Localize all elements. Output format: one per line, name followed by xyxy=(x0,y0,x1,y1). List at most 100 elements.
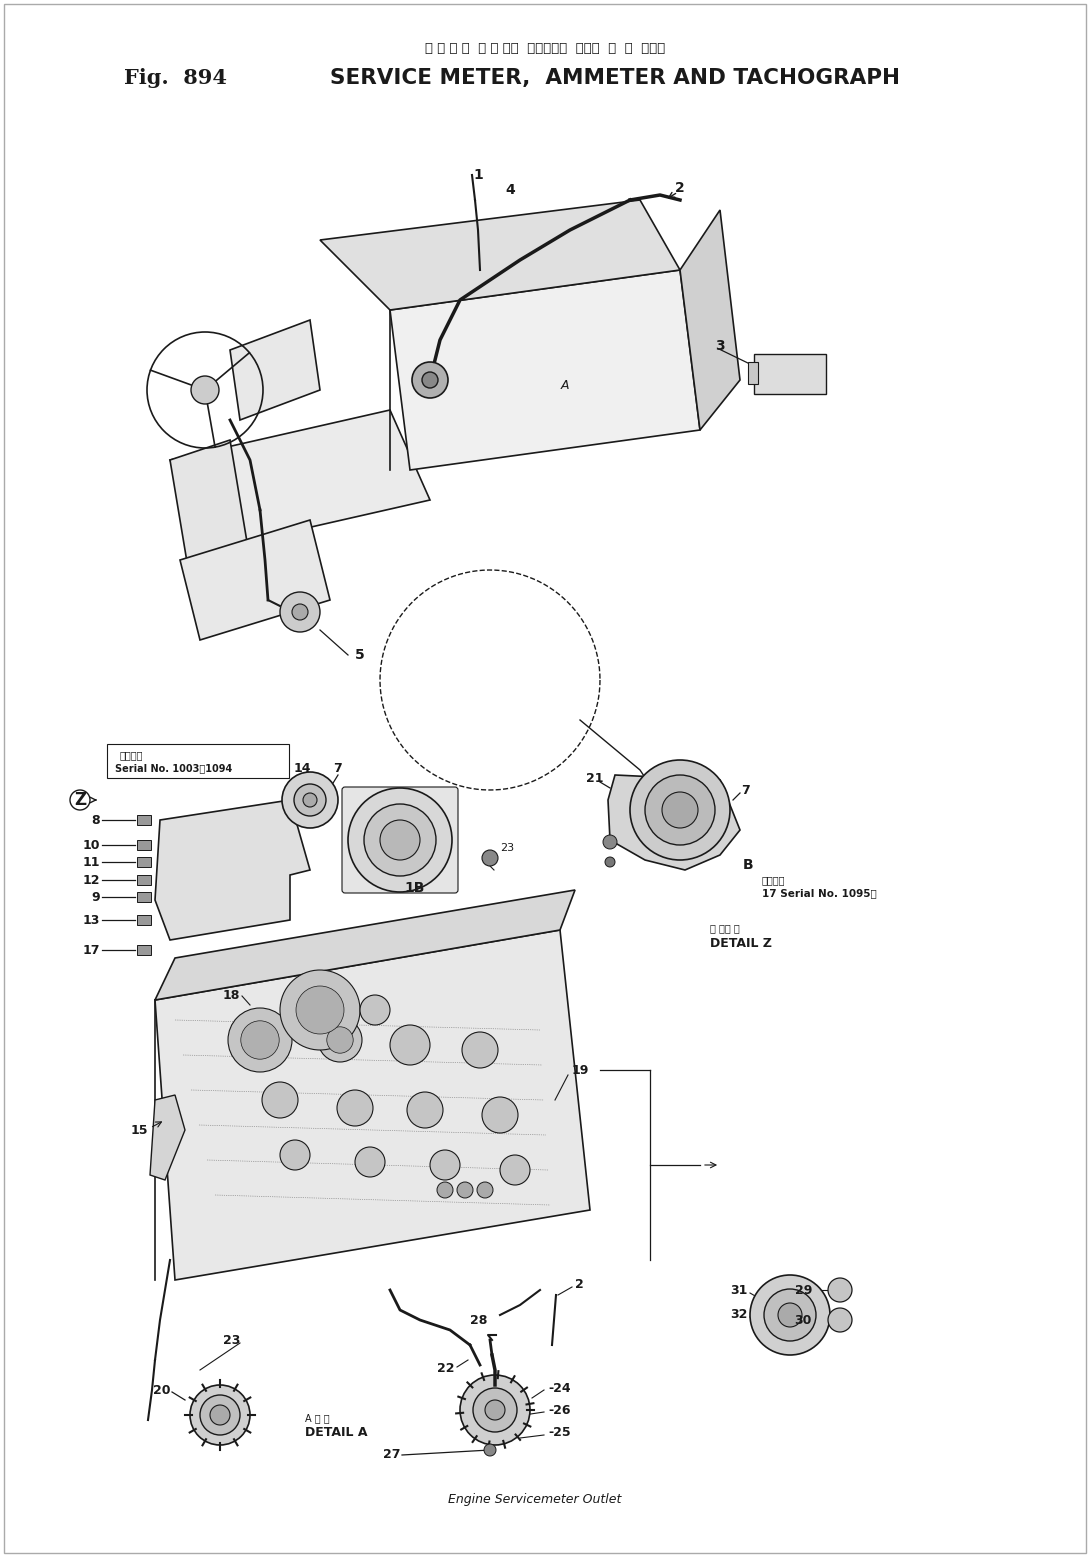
Circle shape xyxy=(630,760,730,859)
Circle shape xyxy=(292,604,308,620)
Circle shape xyxy=(407,1091,443,1127)
Circle shape xyxy=(422,372,438,388)
Circle shape xyxy=(228,1007,292,1073)
Circle shape xyxy=(360,995,390,1025)
FancyBboxPatch shape xyxy=(137,916,152,925)
Text: 9: 9 xyxy=(92,891,100,903)
Text: 7: 7 xyxy=(334,761,342,774)
Polygon shape xyxy=(150,1095,185,1180)
Circle shape xyxy=(296,986,344,1034)
Circle shape xyxy=(462,1032,498,1068)
FancyBboxPatch shape xyxy=(137,875,152,884)
Text: ズ テル ズ: ズ テル ズ xyxy=(710,923,740,933)
Circle shape xyxy=(190,1386,250,1445)
Polygon shape xyxy=(170,441,250,581)
Polygon shape xyxy=(680,210,740,430)
Polygon shape xyxy=(155,800,310,940)
Text: B: B xyxy=(742,858,753,872)
Circle shape xyxy=(662,793,698,828)
Circle shape xyxy=(482,850,498,866)
Polygon shape xyxy=(180,520,330,640)
FancyBboxPatch shape xyxy=(342,786,458,894)
Circle shape xyxy=(199,1395,240,1436)
Circle shape xyxy=(473,1387,517,1432)
Text: 27: 27 xyxy=(383,1448,400,1462)
FancyBboxPatch shape xyxy=(137,856,152,867)
Text: DETAIL A: DETAIL A xyxy=(305,1426,367,1439)
Text: 11: 11 xyxy=(83,855,100,869)
Circle shape xyxy=(262,1082,298,1118)
Circle shape xyxy=(364,803,436,877)
Circle shape xyxy=(603,835,617,849)
Circle shape xyxy=(484,1443,496,1456)
Text: 2: 2 xyxy=(675,181,685,195)
Circle shape xyxy=(294,785,326,816)
Circle shape xyxy=(337,1090,373,1126)
FancyBboxPatch shape xyxy=(748,361,758,385)
Text: 23: 23 xyxy=(500,842,514,853)
Text: Engine Servicemeter Outlet: Engine Servicemeter Outlet xyxy=(448,1493,621,1507)
Polygon shape xyxy=(155,930,590,1280)
Circle shape xyxy=(750,1275,829,1355)
Text: 20: 20 xyxy=(153,1384,170,1397)
Text: Z: Z xyxy=(74,791,86,810)
Polygon shape xyxy=(170,409,429,550)
Circle shape xyxy=(390,1025,429,1065)
Circle shape xyxy=(645,775,715,845)
Circle shape xyxy=(280,970,360,1049)
Text: 13: 13 xyxy=(83,914,100,926)
Text: A: A xyxy=(560,378,569,391)
Text: 31: 31 xyxy=(730,1283,748,1297)
Text: 8: 8 xyxy=(92,813,100,827)
FancyBboxPatch shape xyxy=(754,353,826,394)
Text: 14: 14 xyxy=(293,761,311,774)
Circle shape xyxy=(500,1155,530,1185)
Circle shape xyxy=(605,856,615,867)
Text: 適用令番: 適用令番 xyxy=(762,875,786,884)
Text: -25: -25 xyxy=(548,1426,571,1440)
Circle shape xyxy=(191,375,219,403)
Text: 適用令番: 適用令番 xyxy=(120,750,144,760)
Text: A 拡 大: A 拡 大 xyxy=(305,1414,329,1423)
Circle shape xyxy=(380,821,420,859)
Circle shape xyxy=(327,1026,353,1053)
FancyBboxPatch shape xyxy=(137,892,152,902)
Circle shape xyxy=(318,1018,362,1062)
Polygon shape xyxy=(230,321,320,420)
Circle shape xyxy=(778,1303,802,1327)
Circle shape xyxy=(282,772,338,828)
Text: 4: 4 xyxy=(505,184,514,198)
Text: 32: 32 xyxy=(730,1308,748,1322)
Text: 22: 22 xyxy=(437,1361,455,1375)
Text: 10: 10 xyxy=(83,839,100,852)
Text: 12: 12 xyxy=(83,873,100,886)
Text: 19: 19 xyxy=(572,1063,590,1076)
Circle shape xyxy=(477,1182,493,1197)
Text: Serial No. 1003～1094: Serial No. 1003～1094 xyxy=(116,763,232,772)
Circle shape xyxy=(210,1404,230,1425)
Circle shape xyxy=(429,1151,460,1180)
Text: 3: 3 xyxy=(715,339,725,353)
Text: Fig.  894: Fig. 894 xyxy=(123,69,227,89)
Circle shape xyxy=(485,1400,505,1420)
Text: 30: 30 xyxy=(795,1314,812,1327)
Text: 5: 5 xyxy=(355,648,365,662)
Circle shape xyxy=(280,1140,310,1169)
Text: 28: 28 xyxy=(470,1314,487,1327)
Text: サ ー ビ ス  メ ー タ，  アンメータ  および  タ  コ  グラフ: サ ー ビ ス メ ー タ， アンメータ および タ コ グラフ xyxy=(425,42,665,54)
Text: DETAIL Z: DETAIL Z xyxy=(710,936,772,950)
Text: 17: 17 xyxy=(83,944,100,956)
FancyBboxPatch shape xyxy=(137,814,152,825)
Text: 29: 29 xyxy=(795,1283,812,1297)
Text: 21: 21 xyxy=(586,772,604,785)
Circle shape xyxy=(348,788,452,892)
Polygon shape xyxy=(608,775,740,870)
Text: -26: -26 xyxy=(548,1403,570,1417)
Polygon shape xyxy=(390,269,700,470)
Circle shape xyxy=(437,1182,453,1197)
Polygon shape xyxy=(320,199,680,310)
Circle shape xyxy=(412,361,448,399)
FancyBboxPatch shape xyxy=(4,5,1086,1552)
Circle shape xyxy=(828,1308,852,1331)
Text: -24: -24 xyxy=(548,1381,571,1395)
